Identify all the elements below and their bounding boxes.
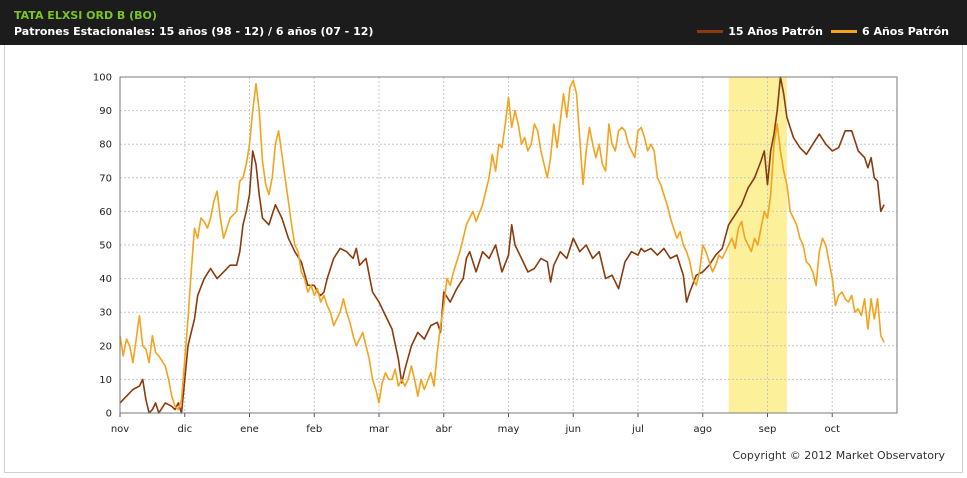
chart-subtitle: Patrones Estacionales: 15 años (98 - 12)… — [14, 25, 374, 38]
y-tick-label: 40 — [99, 274, 112, 285]
x-tick-label: oct — [824, 424, 840, 435]
y-tick-label: 0 — [106, 409, 112, 420]
legend-label-15-years: 15 Años Patrón — [728, 25, 823, 38]
legend-swatch-15-years — [697, 30, 724, 33]
x-tick-label: abr — [435, 424, 452, 435]
chart-legend: 15 Años Patrón 6 Años Patrón — [689, 25, 949, 38]
x-tick-label: dic — [177, 424, 192, 435]
legend-label-6-years: 6 Años Patrón — [861, 25, 949, 38]
y-tick-label: 100 — [93, 73, 112, 84]
legend-item-6-years: 6 Años Patrón — [830, 25, 949, 38]
y-tick-label: 90 — [99, 106, 112, 117]
x-tick-label: mar — [369, 424, 390, 435]
y-tick-label: 50 — [99, 241, 112, 252]
series-line-6-years — [119, 79, 885, 411]
y-tick-label: 10 — [99, 375, 112, 386]
copyright-notice: Copyright © 2012 Market Observatory — [732, 449, 945, 462]
y-tick-label: 30 — [99, 308, 112, 319]
y-tick-label: 70 — [99, 173, 112, 184]
x-tick-label: sep — [759, 424, 777, 435]
chart-title: TATA ELXSI ORD B (BO) — [14, 9, 157, 22]
plot-border — [119, 76, 898, 414]
x-tick-label: ene — [240, 424, 259, 435]
chart-frame — [4, 45, 963, 473]
chart-header: TATA ELXSI ORD B (BO) Patrones Estaciona… — [0, 0, 967, 45]
y-tick-label: 60 — [99, 207, 112, 218]
x-tick-label: nov — [111, 424, 129, 435]
x-tick-label: jun — [565, 424, 581, 435]
legend-item-15-years: 15 Años Patrón — [697, 25, 823, 38]
x-tick-label: feb — [306, 424, 322, 435]
y-tick-label: 20 — [99, 341, 112, 352]
x-tick-label: ago — [693, 424, 712, 435]
x-tick-label: may — [498, 424, 520, 435]
series-line-15-years — [119, 76, 885, 414]
x-tick-label: jul — [631, 424, 644, 435]
legend-swatch-6-years — [830, 30, 857, 33]
y-tick-label: 80 — [99, 140, 112, 151]
